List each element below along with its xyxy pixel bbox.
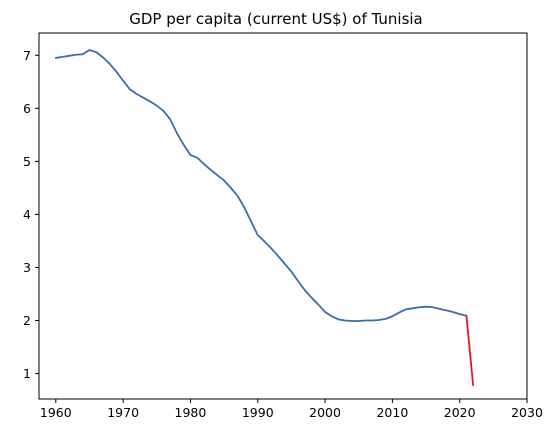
series-line-1 xyxy=(54,49,468,322)
x-tick-label: 1980 xyxy=(175,405,207,420)
y-tick-label: 1 xyxy=(23,366,31,381)
plot-frame xyxy=(38,32,528,400)
chart-title: GDP per capita (current US$) of Tunisia xyxy=(129,10,423,28)
x-tick-label: 1990 xyxy=(242,405,274,420)
y-tick-label: 5 xyxy=(23,154,31,169)
x-tick-label: 1970 xyxy=(107,405,139,420)
y-axis: 1 2 3 4 5 6 7 xyxy=(23,48,39,381)
x-tick-label: 2010 xyxy=(376,405,408,420)
y-tick-label: 6 xyxy=(23,101,31,116)
x-tick-label: 2000 xyxy=(309,405,341,420)
series-layer xyxy=(54,49,475,387)
y-tick-label: 7 xyxy=(23,48,31,63)
y-tick-label: 4 xyxy=(23,207,31,222)
series-line-2 xyxy=(465,314,475,387)
y-tick-label: 3 xyxy=(23,260,31,275)
x-tick-label: 2030 xyxy=(511,405,543,420)
x-tick-label: 1960 xyxy=(40,405,72,420)
x-axis: 1960 1970 1980 1990 2000 2010 2020 2030 xyxy=(40,399,543,420)
y-tick-label: 2 xyxy=(23,313,31,328)
x-tick-label: 2020 xyxy=(444,405,476,420)
